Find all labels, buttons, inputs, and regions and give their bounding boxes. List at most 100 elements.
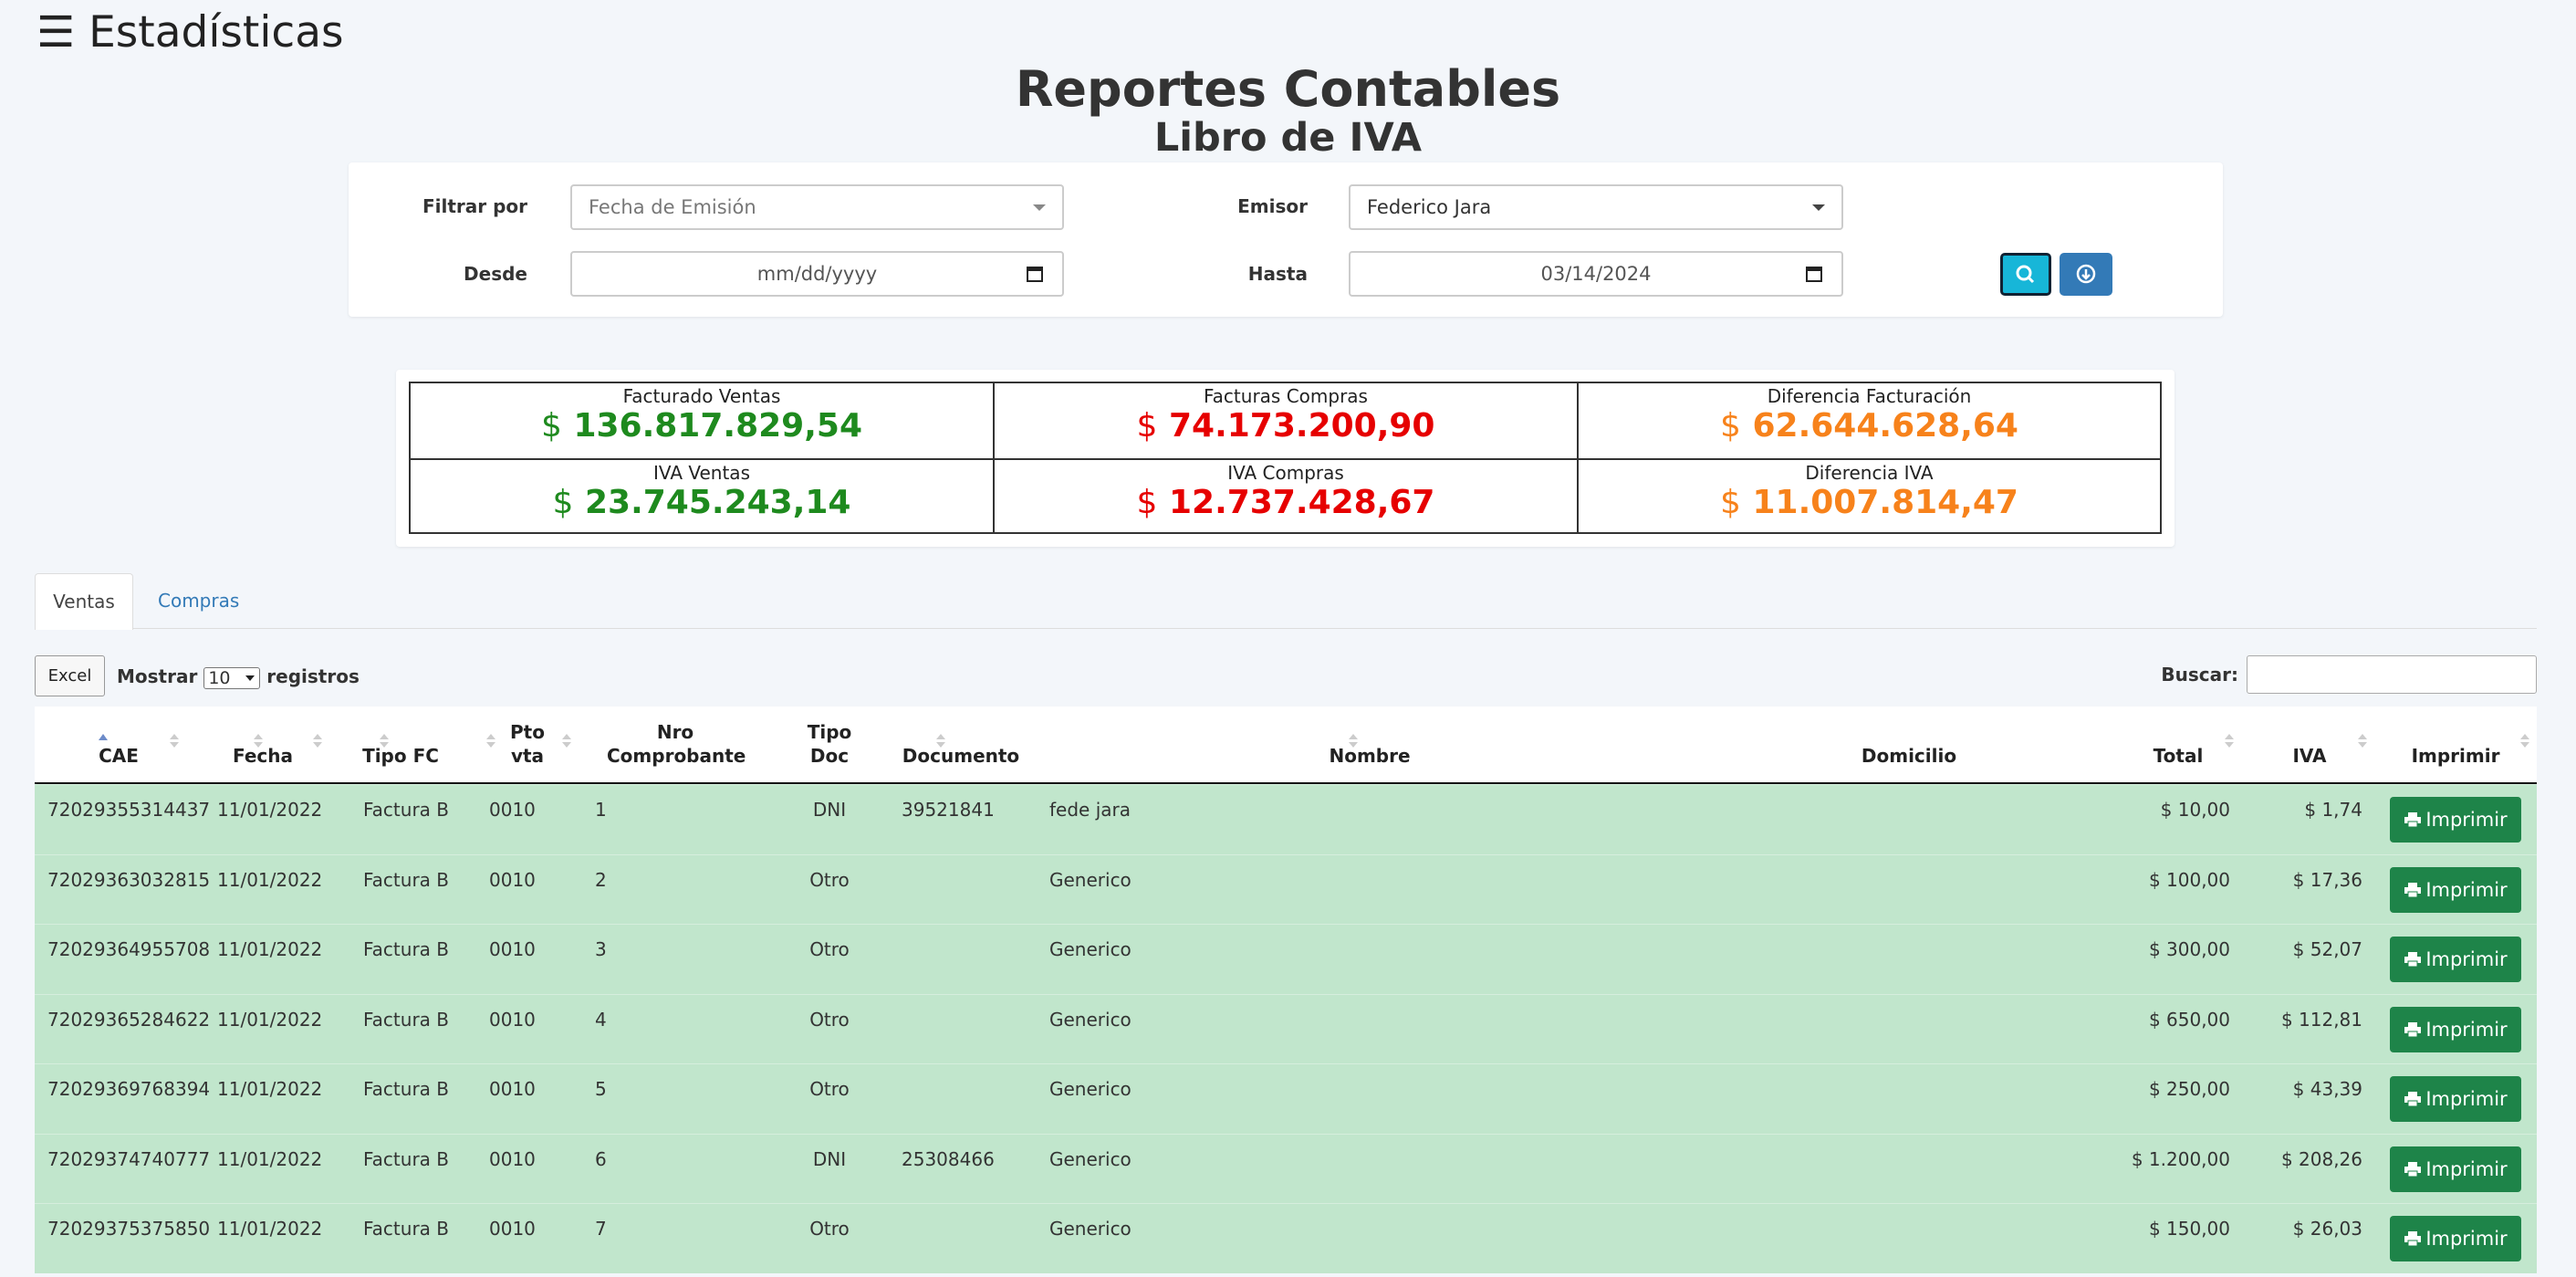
caret bbox=[1812, 204, 1825, 211]
download-button[interactable] bbox=[2060, 253, 2112, 296]
cell-nro: 7 bbox=[595, 1218, 607, 1240]
cell-iva: $ 43,39 bbox=[2292, 1078, 2362, 1100]
cell-nombre: Generico bbox=[1049, 1078, 1132, 1100]
print-label: Imprimir bbox=[2425, 1088, 2508, 1110]
cell-iva: $ 208,26 bbox=[2280, 1147, 2362, 1170]
cell-documento: 25308466 bbox=[902, 1147, 995, 1170]
column-header: Tipo FC bbox=[362, 745, 439, 767]
filter-select[interactable]: Fecha de Emisión bbox=[570, 184, 1064, 230]
column-header: Nombre bbox=[1329, 745, 1411, 767]
summary-label: Facturas Compras bbox=[1204, 385, 1368, 407]
sort-asc-icon bbox=[99, 734, 108, 740]
summary-value: $ 11.007.814,47 bbox=[1579, 484, 2160, 521]
currency: $ bbox=[552, 484, 574, 521]
menu-icon[interactable]: ☰ bbox=[37, 7, 76, 58]
emisor-select[interactable]: Federico Jara bbox=[1349, 184, 1843, 230]
search-icon bbox=[2016, 265, 2035, 284]
cell-nro: 2 bbox=[595, 868, 607, 891]
hasta-input[interactable]: 03/14/2024 bbox=[1349, 251, 1843, 297]
cell-fecha: 11/01/2022 bbox=[217, 1008, 323, 1031]
cell-fecha: 11/01/2022 bbox=[217, 1078, 323, 1100]
cell-cae: 72029364955708 bbox=[47, 938, 211, 960]
currency: $ bbox=[1136, 484, 1158, 521]
cell-tipo-fc: Factura B bbox=[363, 1218, 449, 1240]
print-button[interactable]: Imprimir bbox=[2390, 797, 2521, 843]
column-header: Fecha bbox=[232, 745, 293, 767]
summary-label: Diferencia IVA bbox=[1805, 462, 1934, 484]
table-body: 72029355314437 11/01/2022 Factura B 0010 1 DN… bbox=[35, 784, 2537, 1277]
cell-iva: $ 1,74 bbox=[2304, 799, 2362, 821]
cell-tipo-fc: Factura B bbox=[363, 868, 449, 891]
print-button[interactable]: Imprimir bbox=[2390, 1146, 2521, 1192]
table-row: 72029369768394 11/01/2022 Factura B 0010 5 Ot… bbox=[35, 1063, 2537, 1134]
column-header: Documento bbox=[902, 745, 1020, 767]
cell-pto-vta: 0010 bbox=[489, 1078, 536, 1100]
tab-ventas[interactable]: Ventas bbox=[35, 573, 133, 630]
column-header: Tipo Doc bbox=[807, 721, 852, 767]
records-label: registros bbox=[266, 665, 360, 687]
download-icon bbox=[2076, 264, 2096, 284]
table-row: 72029365284622 11/01/2022 Factura B 0010 4 Ot… bbox=[35, 993, 2537, 1063]
cell-total: $ 10,00 bbox=[2160, 799, 2230, 821]
filter-label: Filtrar por bbox=[422, 195, 527, 217]
print-button[interactable]: Imprimir bbox=[2390, 1216, 2521, 1261]
summary-cell: IVA Ventas $ 23.745.243,14 bbox=[409, 458, 995, 534]
tab-line bbox=[133, 628, 2537, 629]
cell-tipo-fc: Factura B bbox=[363, 938, 449, 960]
summary-label: Diferencia Facturación bbox=[1767, 385, 1972, 407]
excel-button[interactable]: Excel bbox=[35, 655, 105, 696]
cell-tipo-doc: Otro bbox=[809, 1218, 850, 1240]
summary-value: $ 12.737.428,67 bbox=[995, 484, 1577, 521]
summary-label: IVA Compras bbox=[1227, 462, 1344, 484]
table-row: 72029363032815 11/01/2022 Factura B 0010 2 Ot… bbox=[35, 853, 2537, 924]
print-label: Imprimir bbox=[2425, 1228, 2508, 1250]
search-button[interactable] bbox=[2000, 253, 2051, 296]
summary-cell: Facturado Ventas $ 136.817.829,54 bbox=[409, 382, 995, 460]
printer-icon bbox=[2404, 1161, 2422, 1177]
cell-nro: 5 bbox=[595, 1078, 607, 1100]
print-button[interactable]: Imprimir bbox=[2390, 1076, 2521, 1122]
printer-icon bbox=[2404, 1092, 2422, 1107]
sort-icon bbox=[2225, 734, 2234, 750]
cell-tipo-fc: Factura B bbox=[363, 799, 449, 821]
column-header: Imprimir bbox=[2411, 745, 2500, 767]
amount: 62.644.628,64 bbox=[1752, 407, 2018, 445]
cell-nro: 4 bbox=[595, 1008, 607, 1031]
summary-label: IVA Ventas bbox=[653, 462, 750, 484]
print-button[interactable]: Imprimir bbox=[2390, 866, 2521, 913]
printer-icon bbox=[2404, 1231, 2422, 1247]
summary-cell: Diferencia IVA $ 11.007.814,47 bbox=[1577, 458, 2162, 534]
caret bbox=[245, 675, 256, 681]
cell-tipo-doc: DNI bbox=[812, 1147, 847, 1170]
search-input[interactable] bbox=[2247, 655, 2537, 694]
cell-total: $ 100,00 bbox=[2148, 868, 2230, 891]
sort-icon bbox=[486, 734, 495, 750]
desde-input[interactable]: mm/dd/yyyy bbox=[570, 251, 1064, 297]
column-header: IVA bbox=[2292, 745, 2327, 767]
currency: $ bbox=[540, 407, 562, 445]
tab-compras[interactable]: Compras bbox=[158, 590, 240, 612]
cell-total: $ 650,00 bbox=[2148, 1008, 2230, 1031]
cell-nombre: Generico bbox=[1049, 1008, 1132, 1031]
sort-icon bbox=[313, 734, 322, 750]
cell-tipo-doc: Otro bbox=[809, 938, 850, 960]
desde-placeholder: mm/dd/yyyy bbox=[756, 263, 878, 285]
amount: 11.007.814,47 bbox=[1752, 484, 2018, 521]
cell-cae: 72029374740777 bbox=[47, 1147, 211, 1170]
caret bbox=[1033, 204, 1046, 211]
cell-nombre: Generico bbox=[1049, 938, 1132, 960]
page-title: Reportes Contables bbox=[1015, 60, 1561, 118]
cell-tipo-fc: Factura B bbox=[363, 1008, 449, 1031]
printer-icon bbox=[2404, 952, 2422, 968]
page-size-select[interactable]: 10 bbox=[203, 666, 261, 689]
print-button[interactable]: Imprimir bbox=[2390, 937, 2521, 982]
calendar-icon bbox=[1806, 267, 1822, 282]
print-button[interactable]: Imprimir bbox=[2390, 1006, 2521, 1052]
amount: 23.745.243,14 bbox=[584, 484, 851, 521]
column-header: Total bbox=[2153, 745, 2204, 767]
cell-fecha: 11/01/2022 bbox=[217, 1147, 323, 1170]
cell-total: $ 250,00 bbox=[2148, 1078, 2230, 1100]
sort-icon bbox=[2520, 734, 2529, 750]
cell-nro: 1 bbox=[595, 799, 607, 821]
column-header: CAE bbox=[99, 745, 139, 767]
